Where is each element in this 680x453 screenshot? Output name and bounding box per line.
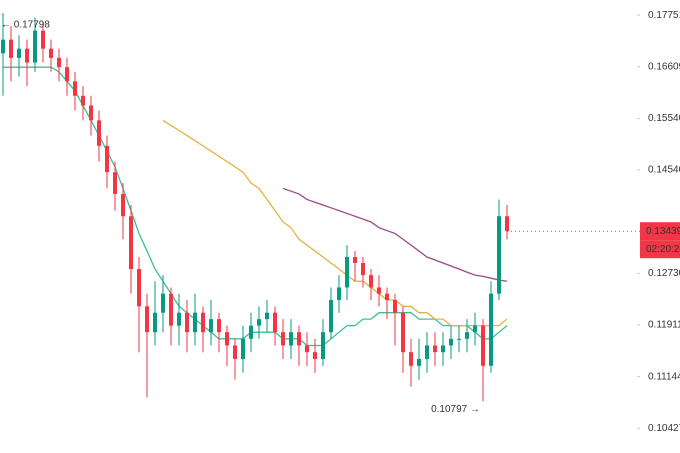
candle-body [161, 293, 165, 313]
candle-body [465, 332, 469, 339]
candle-body [49, 48, 53, 58]
candle-body [57, 57, 61, 68]
candle-body [361, 262, 365, 276]
candle-body [449, 338, 453, 346]
candle-body [153, 312, 157, 333]
candle-body [129, 216, 133, 270]
candle-body [441, 345, 445, 353]
candle-body [265, 312, 269, 320]
candle-body [409, 352, 413, 366]
candle-body [321, 332, 325, 359]
candle-body [217, 319, 221, 333]
candle-body [273, 312, 277, 333]
candle-body [385, 293, 389, 300]
candle-body [329, 299, 333, 333]
candle-body [17, 48, 21, 58]
candle-body [393, 299, 397, 313]
candle-body [33, 30, 37, 63]
countdown-label: 02:20:20 [646, 244, 680, 255]
last-price-box [640, 222, 680, 241]
candle-body [369, 275, 373, 288]
candle-body [9, 39, 13, 58]
candle-body [297, 332, 301, 346]
price-annotation: ← 0.17798 [1, 20, 50, 31]
y-tick-label: 0.10427 [648, 423, 680, 434]
price-annotation: 0.10797 → [431, 404, 480, 415]
candle-body [417, 358, 421, 366]
candle-body [137, 269, 141, 307]
candle-body [81, 95, 85, 106]
candle-body [169, 293, 173, 326]
candle-body [425, 345, 429, 359]
y-tick-label: 0.11144 [648, 371, 680, 382]
candle-body [65, 67, 69, 82]
candle-body [209, 319, 213, 333]
candle-body [481, 325, 485, 366]
candle-body [401, 312, 405, 353]
candle-body [73, 81, 77, 96]
countdown-box [640, 240, 680, 259]
candle-body [337, 287, 341, 300]
candle-body [145, 306, 149, 333]
moving-average-line [3, 66, 508, 347]
moving-average-line [282, 187, 508, 282]
candle-body [505, 216, 509, 232]
candle-body [433, 345, 437, 353]
y-tick-label: 0.17751 [648, 10, 680, 21]
candle-body [97, 120, 101, 146]
candle-body [489, 293, 493, 366]
y-tick-label: 0.11911 [648, 320, 680, 331]
candle-body [225, 332, 229, 346]
candle-body [281, 332, 285, 346]
candle-body [249, 325, 253, 339]
candle-body [105, 145, 109, 173]
candle-body [121, 193, 125, 217]
candle-body [257, 319, 261, 326]
candle-body [41, 30, 45, 49]
y-tick-label: 0.16609 [648, 61, 680, 72]
candle-body [1, 39, 5, 54]
candle-body [457, 338, 461, 340]
candle-body [177, 312, 181, 326]
moving-average-line [162, 119, 508, 327]
candle-body [289, 332, 293, 346]
candle-body [25, 48, 29, 63]
candle-body [185, 312, 189, 333]
candle-body [313, 352, 317, 359]
candle-body [497, 216, 501, 294]
candle-body [201, 312, 205, 333]
last-price-label: 0.13439 [646, 226, 680, 237]
candle-body [377, 287, 381, 294]
candle-body [473, 325, 477, 333]
candle-body [305, 345, 309, 353]
candle-body [89, 105, 93, 121]
candle-body [233, 345, 237, 359]
candle-body [353, 256, 357, 263]
candle-body [193, 312, 197, 333]
candle-body [241, 338, 245, 359]
candle-body [113, 172, 117, 194]
candle-body [345, 256, 349, 288]
